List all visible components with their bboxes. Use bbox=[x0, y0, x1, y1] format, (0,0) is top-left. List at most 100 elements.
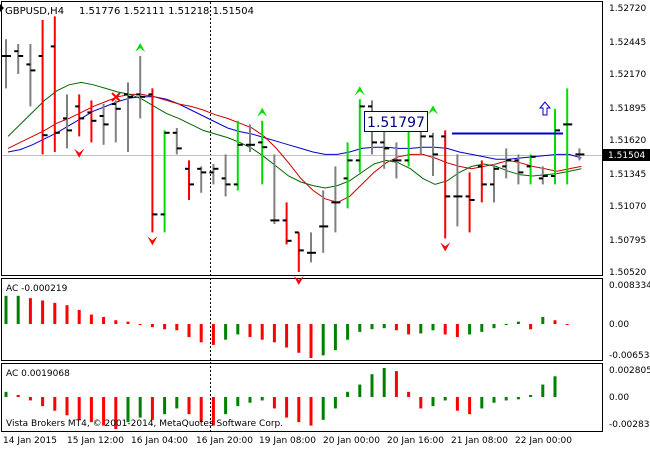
ohlc-bar bbox=[50, 16, 60, 152]
fractal-up-arrow-icon bbox=[354, 86, 365, 96]
fractal-up-arrow-icon bbox=[257, 107, 268, 117]
current-price-label: 1.51504 bbox=[608, 151, 645, 161]
price-tick: 1.52720 bbox=[609, 4, 646, 14]
copyright-text: Vista Brokers MT4, © 2001-2014, MetaQuot… bbox=[6, 419, 283, 429]
ohlc-bar bbox=[380, 128, 390, 169]
ohlc-bar bbox=[551, 108, 560, 185]
indicator2-label: AC 0.0019068 bbox=[6, 369, 70, 379]
price-tick: 1.52170 bbox=[609, 70, 646, 80]
ac-histogram-2 bbox=[4, 368, 557, 429]
ohlc-bar bbox=[429, 132, 438, 176]
ohlc-bar bbox=[221, 154, 231, 197]
time-tick: 20 Jan 00:00 bbox=[323, 436, 380, 446]
ohlc-bar bbox=[563, 88, 573, 185]
price-tick: 1.51345 bbox=[609, 170, 646, 180]
ohlc-bar bbox=[343, 142, 353, 209]
ohlc-bar bbox=[331, 166, 341, 233]
ac-indicator-panel-1[interactable] bbox=[1, 278, 603, 361]
ohlc-bar bbox=[160, 130, 170, 233]
ohlc-bar bbox=[246, 124, 255, 152]
fractal-down-arrow-icon bbox=[74, 148, 85, 158]
price-tick: 1.51070 bbox=[609, 202, 646, 212]
cross-marker-icon bbox=[111, 92, 121, 102]
ohlc-bar bbox=[270, 154, 280, 224]
time-tick: 16 Jan 04:00 bbox=[131, 436, 188, 446]
price-axis: 1.52720 1.52445 1.52170 1.51895 1.51620 … bbox=[609, 4, 646, 278]
indicator1-tick: 0.00 bbox=[609, 320, 629, 330]
ohlc-bar bbox=[26, 44, 36, 107]
ohlc-bar bbox=[38, 20, 48, 155]
ohlc-bar bbox=[307, 232, 316, 263]
indicator2-tick: 0.002805 bbox=[609, 366, 650, 376]
time-tick: 16 Jan 20:00 bbox=[196, 436, 253, 446]
ma-green-line bbox=[7, 81, 582, 189]
main-price-panel[interactable] bbox=[1, 1, 603, 276]
ohlc-bar bbox=[75, 94, 85, 137]
ohlc-bar bbox=[233, 120, 243, 191]
time-axis: 14 Jan 2015 15 Jan 12:00 16 Jan 04:00 16… bbox=[3, 436, 572, 446]
fractal-down-arrow-icon bbox=[293, 276, 304, 285]
indicator1-tick: 0.008334 bbox=[609, 281, 650, 291]
ohlc-bar bbox=[441, 130, 451, 239]
ohlc-bar bbox=[111, 100, 121, 143]
ohlc-bar bbox=[502, 148, 512, 179]
time-tick: 21 Jan 08:00 bbox=[451, 436, 508, 446]
indicator2-tick: 0.00 bbox=[609, 393, 629, 403]
ac-indicator-panel-2[interactable] bbox=[1, 363, 603, 432]
ohlc-bar bbox=[2, 39, 11, 89]
ohlc-bar bbox=[14, 44, 24, 74]
ohlc-bar bbox=[465, 172, 475, 233]
fractal-up-arrow-icon bbox=[428, 105, 438, 115]
price-annotation-text: 1.51797 bbox=[367, 115, 425, 131]
ma-red-line bbox=[7, 93, 582, 203]
ohlc-bar bbox=[124, 82, 133, 152]
ohlc-bar bbox=[63, 94, 72, 149]
price-annotation-box[interactable] bbox=[364, 111, 428, 132]
ohlc-bar bbox=[526, 154, 536, 185]
price-tick: 1.50520 bbox=[609, 268, 646, 278]
time-tick: 19 Jan 08:00 bbox=[259, 436, 316, 446]
ohlc-bar bbox=[282, 202, 292, 245]
ohlc-bar bbox=[87, 100, 97, 143]
ohlc-bar bbox=[136, 56, 146, 119]
time-tick: 14 Jan 2015 bbox=[3, 436, 57, 446]
indicator2-tick: -0.002835 bbox=[609, 420, 650, 430]
ohlc-bar bbox=[172, 128, 182, 155]
chart-header-ohlc: 1.51776 1.52111 1.51218 1.51504 bbox=[79, 6, 254, 17]
indicator1-label: AC -0.000219 bbox=[6, 284, 68, 294]
chart-header-symbol: GBPUSD,H4 bbox=[5, 6, 64, 17]
price-tick: 1.51620 bbox=[609, 136, 646, 146]
ac-histogram-1 bbox=[4, 295, 569, 358]
ohlc-bar bbox=[197, 166, 207, 193]
fractal-down-arrow-icon bbox=[440, 242, 451, 252]
ohlc-bar bbox=[319, 190, 329, 253]
price-tick: 1.50795 bbox=[609, 236, 646, 246]
current-price-badge bbox=[603, 149, 650, 161]
time-tick: 20 Jan 16:00 bbox=[387, 436, 444, 446]
fractal-down-arrow-icon bbox=[147, 236, 158, 246]
ohlc-bar bbox=[477, 160, 487, 203]
ohlc-bar bbox=[355, 99, 365, 173]
price-tick: 1.51895 bbox=[609, 104, 646, 114]
ohlc-bar bbox=[392, 142, 402, 179]
ohlc-bar bbox=[538, 166, 548, 185]
ohlc-bar bbox=[453, 154, 463, 227]
ohlc-bar bbox=[575, 148, 585, 161]
ohlc-bar bbox=[148, 88, 158, 233]
time-tick: 22 Jan 00:00 bbox=[515, 436, 572, 446]
ohlc-bar bbox=[294, 231, 304, 272]
ohlc-bar bbox=[99, 104, 109, 145]
fractal-up-arrow-icon bbox=[135, 43, 146, 52]
collapse-icon[interactable] bbox=[0, 4, 4, 12]
ohlc-bar bbox=[490, 164, 499, 203]
ohlc-bar bbox=[209, 164, 219, 185]
price-tick: 1.52445 bbox=[609, 38, 646, 48]
time-tick: 15 Jan 12:00 bbox=[67, 436, 124, 446]
ohlc-bar bbox=[258, 120, 268, 185]
ohlc-bar bbox=[514, 154, 524, 185]
ohlc-bar bbox=[185, 160, 194, 200]
signal-markers bbox=[74, 43, 552, 285]
indicator1-tick: -0.006538 bbox=[609, 351, 650, 361]
buy-arrow-icon bbox=[538, 101, 552, 116]
